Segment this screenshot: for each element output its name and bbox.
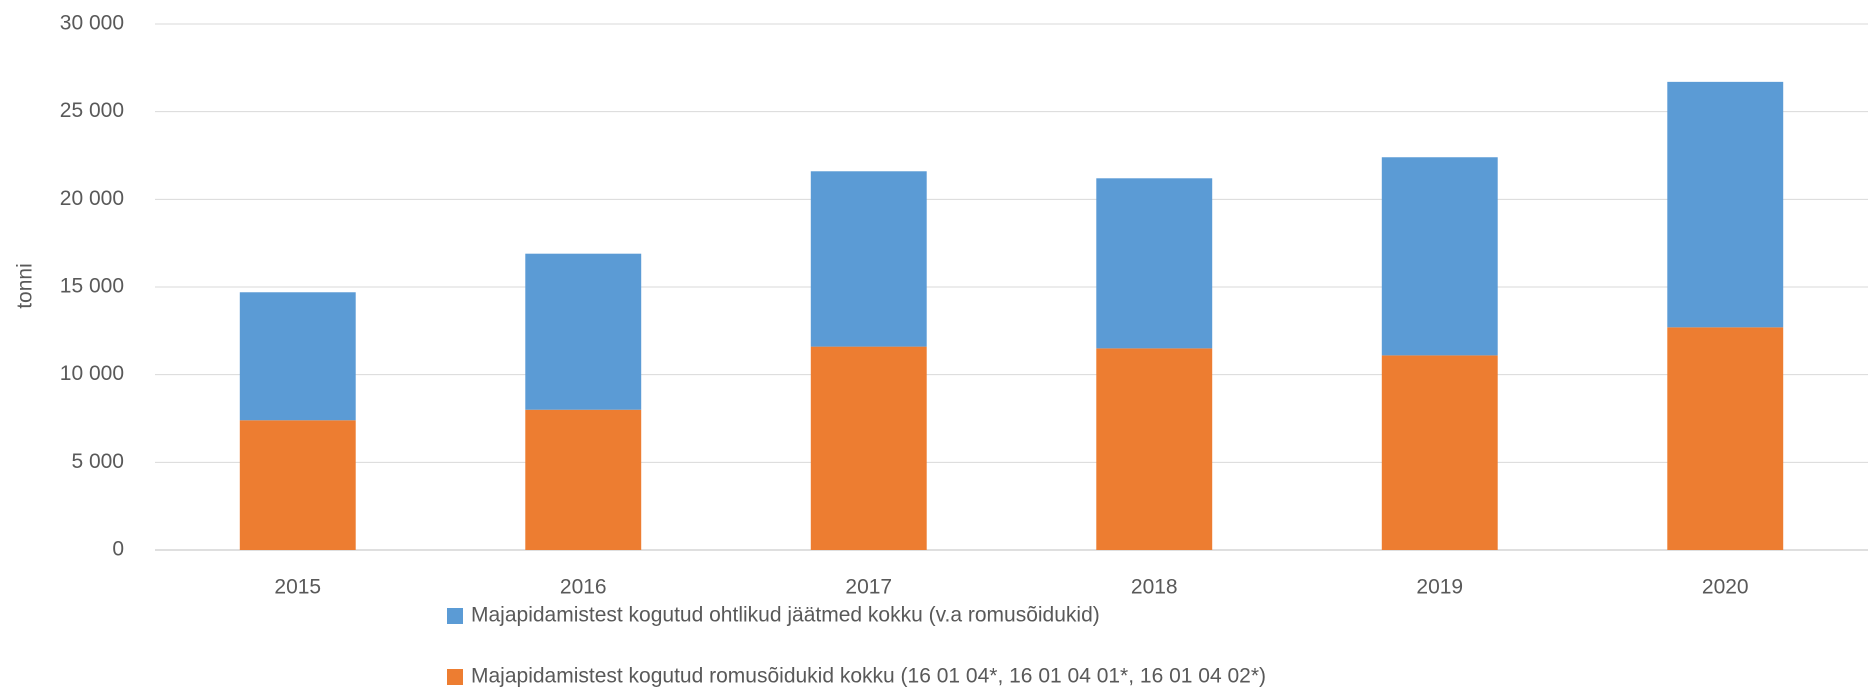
bar-segment — [239, 420, 356, 550]
bar-segment — [1667, 327, 1784, 550]
y-tick-label: 25 000 — [60, 99, 124, 122]
bar-segment — [810, 346, 927, 550]
y-tick-label: 5 000 — [71, 450, 124, 473]
x-tick-label: 2018 — [1131, 576, 1178, 599]
bar-segment — [810, 171, 927, 347]
y-tick-label: 20 000 — [60, 187, 124, 210]
y-tick-label: 30 000 — [60, 12, 124, 35]
bar-segment — [1381, 157, 1498, 356]
bar-segment — [525, 253, 642, 410]
y-axis-label: tonni — [14, 263, 37, 309]
legend-label: Majapidamistest kogutud ohtlikud jäätmed… — [471, 604, 1100, 627]
legend-swatch — [447, 669, 463, 685]
legend-label: Majapidamistest kogutud romusõidukid kok… — [471, 665, 1266, 688]
x-tick-label: 2020 — [1702, 576, 1749, 599]
x-tick-label: 2015 — [274, 576, 321, 599]
x-tick-label: 2016 — [560, 576, 607, 599]
y-tick-label: 15 000 — [60, 275, 124, 298]
bar-segment — [1096, 178, 1213, 349]
bar-segment — [1667, 81, 1784, 328]
y-tick-label: 10 000 — [60, 362, 124, 385]
x-tick-label: 2019 — [1416, 576, 1463, 599]
bar-segment — [1381, 355, 1498, 550]
legend-swatch — [447, 608, 463, 624]
bar-segment — [239, 292, 356, 421]
y-tick-label: 0 — [112, 538, 124, 561]
bar-segment — [525, 409, 642, 550]
x-tick-label: 2017 — [845, 576, 892, 599]
bar-segment — [1096, 348, 1213, 550]
